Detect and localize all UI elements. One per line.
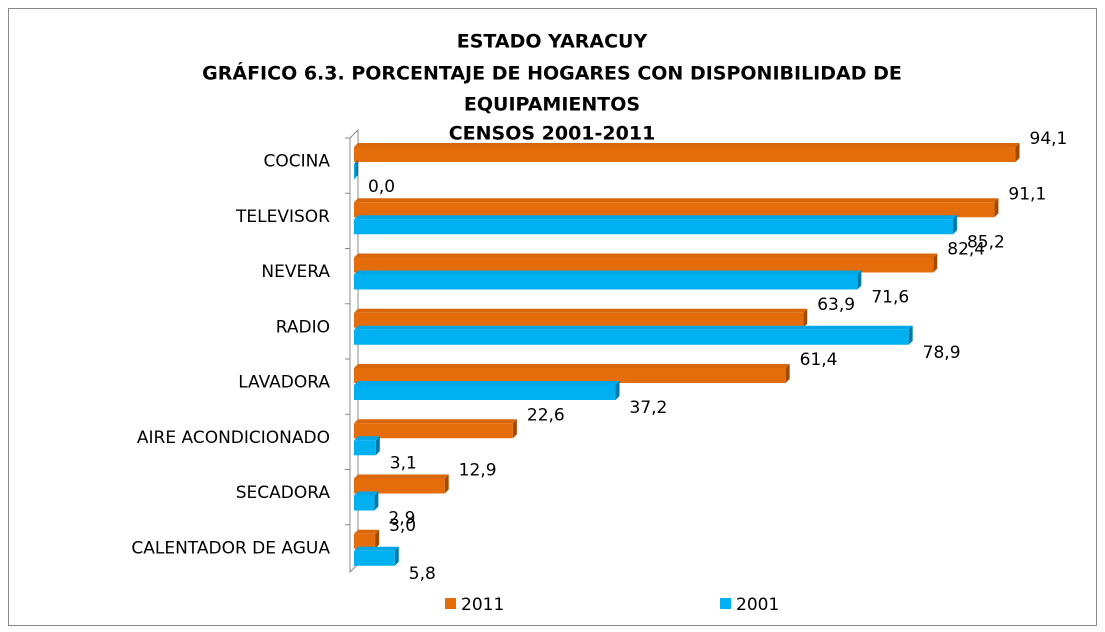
bar [354,478,445,494]
bar-top [354,215,957,220]
bar [354,202,995,218]
bar-top [354,546,399,551]
legend-swatch [445,598,456,609]
legend-label: 2001 [736,595,779,615]
y-tick-label: NEVERA [261,262,330,282]
data-label: 3,0 [389,516,416,536]
bar-side [908,325,913,345]
y-tick-label: LAVADORA [238,373,330,393]
chart-title: ESTADO YARACUY [457,31,648,53]
data-label: 94,1 [1030,129,1068,149]
bar-side [394,546,399,566]
data-label: 63,9 [817,295,855,315]
bar-side [374,491,379,511]
bar-top [354,143,1020,147]
bar [354,368,786,383]
data-label: 2,9 [388,509,415,529]
data-label: 37,2 [630,398,668,418]
chart-title: GRÁFICO 6.3. PORCENTAJE DE HOGARES CON D… [202,62,902,85]
bar [354,274,858,290]
bar [354,312,804,328]
legend-swatch [720,598,731,609]
bar-top [354,325,913,330]
bar-top [354,381,620,385]
bar [354,257,934,273]
bar-side [952,215,957,235]
bar-top [354,419,517,424]
bar [354,147,1016,162]
bar [354,423,513,439]
bar-side [785,364,790,383]
bar-top [354,436,380,441]
bar-top [354,364,790,368]
data-label: 5,8 [409,564,436,584]
bar-top [354,474,449,479]
y-tick-label: AIRE ACONDICIONADO [137,428,330,448]
y-tick-label: CALENTADOR DE AGUA [131,538,330,558]
data-label: 12,9 [459,461,497,481]
bar-top [354,198,999,203]
bar [354,440,376,456]
bar-side [375,529,380,549]
bar-side [444,474,449,494]
bar [354,329,909,345]
data-label: 78,9 [923,343,961,363]
bar-top [354,253,938,258]
bar-side [994,198,999,218]
y-tick-label: COCINA [264,152,331,172]
data-label: 91,1 [1008,184,1046,204]
bar [354,164,356,179]
bar-side [375,436,380,456]
bar-side [1015,143,1020,162]
bar-top [354,529,380,534]
bar-side [933,253,938,273]
bar-side [857,270,862,290]
bar [354,385,616,400]
bar-side [803,308,808,328]
bar-side [615,381,620,400]
data-label: 61,4 [800,350,838,370]
data-label: 0,0 [368,177,395,197]
data-label: 3,1 [390,453,417,473]
data-label: 71,6 [871,288,909,308]
data-label: 85,2 [967,232,1005,252]
y-tick-label: RADIO [276,317,330,337]
bar-top [354,270,862,275]
bar [354,219,953,235]
chart-title: EQUIPAMIENTOS [464,94,640,116]
y-tick-label: SECADORA [236,483,331,503]
bar-top [354,491,379,496]
bar-top [354,308,808,313]
bar [354,495,375,511]
data-label: 82,4 [947,240,985,260]
data-label: 22,6 [527,405,565,425]
legend-label: 2011 [461,595,504,615]
chart-title: CENSOS 2001-2011 [449,123,656,145]
y-tick-label: TELEVISOR [235,207,330,227]
bar-side [512,419,517,439]
bar [354,550,395,566]
bar [354,533,376,549]
